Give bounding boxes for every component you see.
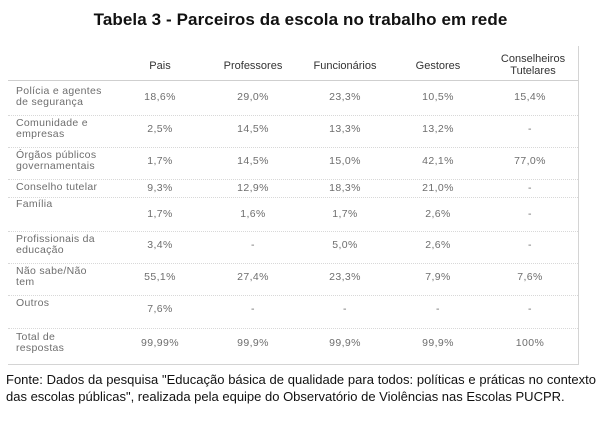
row-label-line: tem <box>16 276 35 288</box>
row-label-line: Órgãos públicos <box>16 149 97 161</box>
row-label-line: Outros <box>16 297 50 309</box>
row-label-line: Família <box>16 198 53 210</box>
table-cell: 15,4% <box>514 91 546 103</box>
row-label: Conselho tutelar <box>16 182 126 193</box>
row-label: Total de respostas <box>16 332 126 354</box>
table-cell: 1,7% <box>147 155 173 167</box>
column-header-pais: Pais <box>149 60 171 72</box>
table-cell: 10,5% <box>422 91 454 103</box>
column-header-line: Tutelares <box>510 65 556 77</box>
column-header-line: Conselheiros <box>500 53 566 65</box>
table-cell: 100% <box>515 337 545 349</box>
row-label: Profissionais da educação <box>16 234 126 256</box>
row-separator <box>8 179 578 180</box>
table-cell: 55,1% <box>144 271 176 283</box>
table-cell: 13,3% <box>329 123 361 135</box>
table-cell: 1,6% <box>240 208 266 220</box>
row-label: Família <box>16 199 126 210</box>
row-separator <box>8 231 578 232</box>
row-separator <box>8 263 578 264</box>
table-cell: - <box>528 182 532 194</box>
table-title: Tabela 3 - Parceiros da escola no trabal… <box>93 10 508 29</box>
row-label: Polícia e agentes de segurança <box>16 86 126 108</box>
table-cell: - <box>528 239 532 251</box>
table-cell: - <box>528 208 532 220</box>
header-divider <box>8 80 578 81</box>
row-label: Outros <box>16 298 126 309</box>
table-cell: 12,9% <box>237 182 269 194</box>
row-label-line: Total de <box>16 331 56 343</box>
table-cell: 99,9% <box>237 337 269 349</box>
column-header-gestores: Gestores <box>415 60 461 72</box>
table-cell: 15,0% <box>329 155 361 167</box>
row-label-line: empresas <box>16 128 65 140</box>
table-cell: 27,4% <box>237 271 269 283</box>
row-label-line: Polícia e agentes <box>16 85 102 97</box>
table-cell: - <box>251 303 255 315</box>
table-cell: 7,9% <box>425 271 451 283</box>
table-cell: 14,5% <box>237 155 269 167</box>
source-note: Fonte: Dados da pesquisa "Educação básic… <box>6 372 596 404</box>
table-cell: 7,6% <box>517 271 543 283</box>
row-label-line: Não sabe/Não <box>16 265 87 277</box>
table-cell: 2,5% <box>147 123 173 135</box>
table-cell: 99,9% <box>329 337 361 349</box>
table-cell: 14,5% <box>237 123 269 135</box>
row-separator <box>8 115 578 116</box>
table-cell: 23,3% <box>329 91 361 103</box>
table-cell: 5,0% <box>332 239 358 251</box>
table-cell: 99,9% <box>422 337 454 349</box>
table-cell: 9,3% <box>147 182 173 194</box>
table-cell: 13,2% <box>422 123 454 135</box>
table-cell: 1,7% <box>332 208 358 220</box>
table-cell: - <box>528 303 532 315</box>
table-cell: - <box>343 303 347 315</box>
table-cell: 2,6% <box>425 239 451 251</box>
table-cell: - <box>436 303 440 315</box>
table-cell: 2,6% <box>425 208 451 220</box>
row-label-line: de segurança <box>16 96 84 108</box>
table-cell: 18,3% <box>329 182 361 194</box>
row-label-line: educação <box>16 244 64 256</box>
table-cell: 7,6% <box>147 303 173 315</box>
row-label: Comunidade e empresas <box>16 118 126 140</box>
row-separator <box>8 295 578 296</box>
table-cell: 77,0% <box>514 155 546 167</box>
row-label: Órgãos públicos governamentais <box>16 150 126 172</box>
table-cell: - <box>528 123 532 135</box>
row-label-line: respostas <box>16 342 65 354</box>
column-header-funcionarios: Funcionários <box>313 60 377 72</box>
table-frame <box>8 46 579 365</box>
row-label: Não sabe/Não tem <box>16 266 126 288</box>
column-header-professores: Professores <box>223 60 283 72</box>
table-cell: 42,1% <box>422 155 454 167</box>
row-separator <box>8 197 578 198</box>
row-label-line: Conselho tutelar <box>16 181 98 193</box>
row-label-line: governamentais <box>16 160 95 172</box>
table-cell: - <box>251 239 255 251</box>
row-label-line: Comunidade e <box>16 117 88 129</box>
table-cell: 3,4% <box>147 239 173 251</box>
row-separator <box>8 328 578 329</box>
table-cell: 99,99% <box>140 337 179 349</box>
table-cell: 21,0% <box>422 182 454 194</box>
table-cell: 29,0% <box>237 91 269 103</box>
column-header-conselheiros: Conselheiros Tutelares <box>488 53 578 77</box>
row-label-line: Profissionais da <box>16 233 95 245</box>
table-cell: 23,3% <box>329 271 361 283</box>
table-cell: 1,7% <box>147 208 173 220</box>
table-cell: 18,6% <box>144 91 176 103</box>
row-separator <box>8 147 578 148</box>
